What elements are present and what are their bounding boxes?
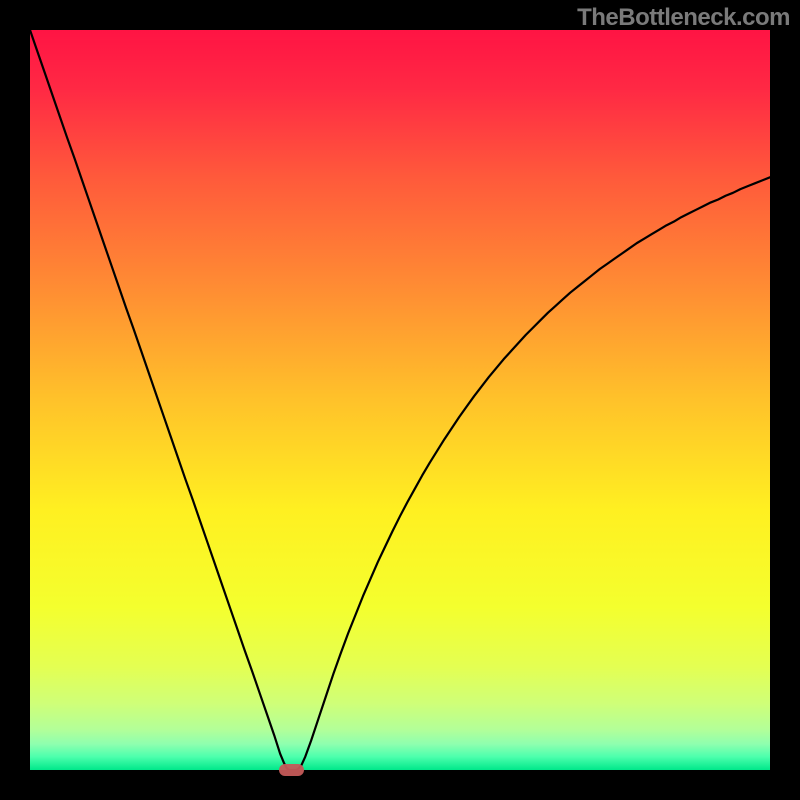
- chart-svg: [30, 30, 770, 770]
- bottleneck_curve: [30, 30, 770, 770]
- watermark-text: TheBottleneck.com: [577, 4, 790, 32]
- plot-area: [30, 30, 770, 770]
- optimum_marker: [279, 764, 304, 776]
- figure-frame: TheBottleneck.com: [0, 0, 800, 800]
